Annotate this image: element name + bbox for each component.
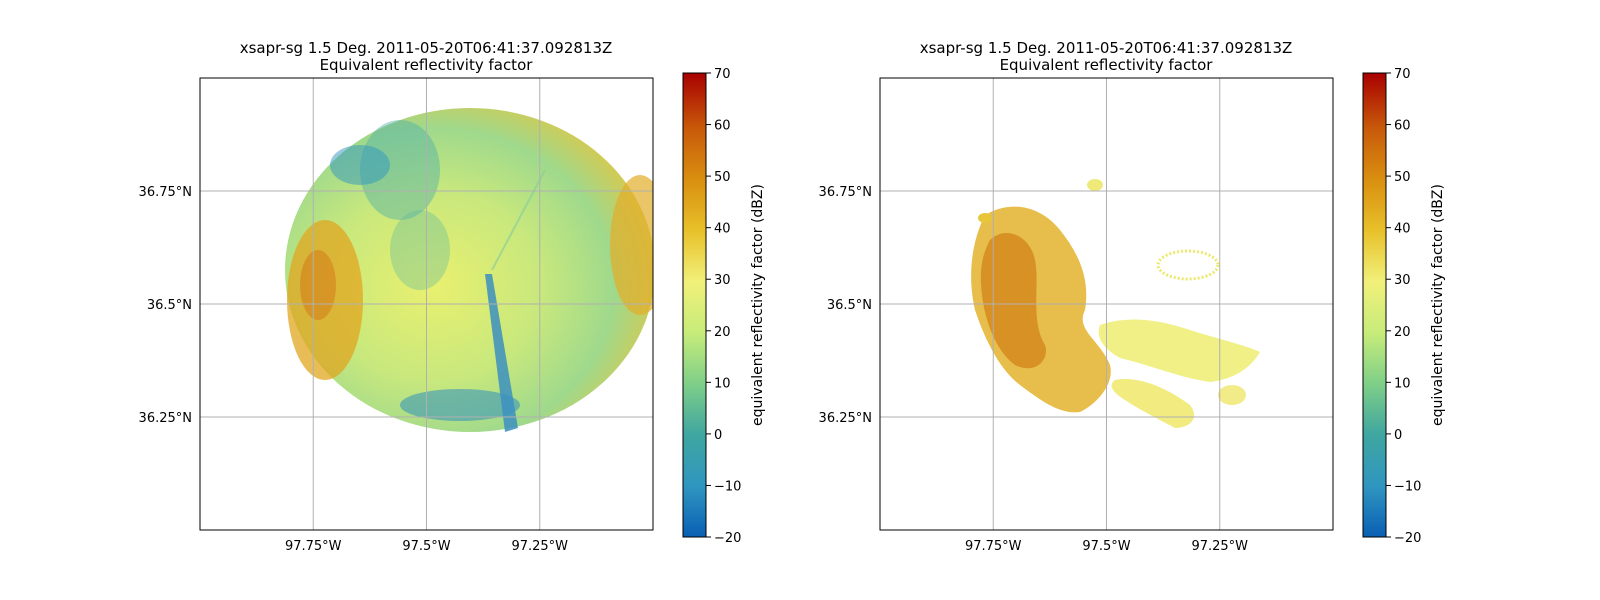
- left-panel: xsapr-sg 1.5 Deg. 2011-05-20T06:41:37.09…: [139, 39, 766, 554]
- left-y-ticks: 36.75°N 36.5°N 36.25°N: [139, 185, 192, 426]
- colorbar-tick-label: 10: [1394, 376, 1411, 391]
- y-tick-label: 36.75°N: [819, 185, 872, 200]
- y-tick-label: 36.25°N: [139, 411, 192, 426]
- colorbar-tick-label: 30: [1394, 273, 1411, 288]
- right-storm-core: [980, 232, 1046, 369]
- right-echo-se: [1218, 385, 1246, 405]
- colorbar-tick-label: 0: [1394, 428, 1402, 443]
- x-tick-label: 97.75°W: [965, 539, 1022, 554]
- left-colorbar-ticks: 70 60 50 40 30 20 10 0 −10 −20: [706, 67, 741, 546]
- right-colorbar-label: equivalent reflectivity factor (dBZ): [1430, 184, 1446, 426]
- right-echo-nw: [978, 213, 992, 223]
- colorbar-tick-label: −10: [1394, 479, 1421, 494]
- x-tick-label: 97.25°W: [1191, 539, 1248, 554]
- colorbar-tick-label: 70: [1394, 67, 1411, 82]
- left-chart-title: xsapr-sg 1.5 Deg. 2011-05-20T06:41:37.09…: [240, 39, 613, 57]
- colorbar-tick-label: −20: [714, 531, 741, 546]
- left-cell-east: [610, 175, 653, 315]
- left-colorbar-label: equivalent reflectivity factor (dBZ): [750, 184, 766, 426]
- right-plot-frame: [879, 77, 1334, 531]
- colorbar-tick-label: 40: [1394, 222, 1411, 237]
- y-tick-label: 36.5°N: [147, 298, 192, 313]
- colorbar-tick-label: 40: [714, 222, 731, 237]
- right-chart-subtitle: Equivalent reflectivity factor: [1000, 56, 1214, 74]
- left-grid: [200, 78, 653, 530]
- left-weak-center: [390, 210, 450, 290]
- colorbar-tick-label: 20: [714, 325, 731, 340]
- right-colorbar-ticks: 70 60 50 40 30 20 10 0 −10 −20: [1386, 67, 1421, 546]
- x-tick-label: 97.5°W: [1082, 539, 1130, 554]
- left-weak-north: [360, 120, 440, 220]
- right-panel: xsapr-sg 1.5 Deg. 2011-05-20T06:41:37.09…: [819, 39, 1446, 554]
- left-beam-line: [491, 169, 546, 271]
- x-tick-label: 97.25°W: [511, 539, 568, 554]
- x-tick-label: 97.5°W: [402, 539, 450, 554]
- left-chart-subtitle: Equivalent reflectivity factor: [320, 56, 534, 74]
- right-echo-band: [1098, 319, 1260, 382]
- y-tick-label: 36.5°N: [827, 298, 872, 313]
- right-echo-ring: [1156, 249, 1220, 281]
- right-echo-south: [1111, 379, 1195, 428]
- colorbar-tick-label: −10: [714, 479, 741, 494]
- colorbar-tick-label: 70: [714, 67, 731, 82]
- colorbar-tick-label: 60: [1394, 119, 1411, 134]
- left-radar-field: [285, 108, 653, 432]
- right-chart-title: xsapr-sg 1.5 Deg. 2011-05-20T06:41:37.09…: [920, 39, 1293, 57]
- right-echo-north: [1087, 179, 1103, 191]
- colorbar-tick-label: 50: [714, 170, 731, 185]
- colorbar-tick-label: 60: [714, 119, 731, 134]
- colorbar-tick-label: 0: [714, 428, 722, 443]
- colorbar-tick-label: −20: [1394, 531, 1421, 546]
- left-colorbar: [682, 72, 707, 538]
- left-x-ticks: 97.75°W 97.5°W 97.25°W: [285, 539, 568, 554]
- colorbar-tick-label: 10: [714, 376, 731, 391]
- left-weak-south: [400, 389, 520, 421]
- colorbar-tick-label: 50: [1394, 170, 1411, 185]
- right-x-ticks: 97.75°W 97.5°W 97.25°W: [965, 539, 1248, 554]
- left-plot-frame: [199, 77, 654, 531]
- left-radar-coverage: [285, 108, 653, 432]
- left-cell-west-core: [300, 250, 336, 320]
- x-tick-label: 97.75°W: [285, 539, 342, 554]
- left-beam-spike: [485, 274, 518, 432]
- right-grid: [880, 78, 1333, 530]
- right-colorbar: [1362, 72, 1387, 538]
- left-weak-nw: [330, 145, 390, 185]
- right-y-ticks: 36.75°N 36.5°N 36.25°N: [819, 185, 872, 426]
- colorbar-tick-label: 30: [714, 273, 731, 288]
- colorbar-tick-label: 20: [1394, 325, 1411, 340]
- y-tick-label: 36.75°N: [139, 185, 192, 200]
- y-tick-label: 36.25°N: [819, 411, 872, 426]
